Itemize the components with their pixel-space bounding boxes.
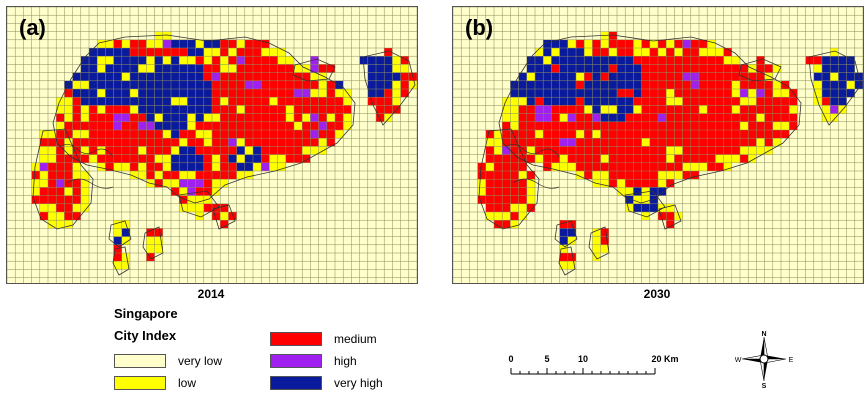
- legend-label-high: high: [334, 354, 357, 368]
- map-panel-2014: (a): [6, 6, 418, 284]
- legend-title: City Index: [114, 328, 177, 343]
- legend-label-very-low: very low: [178, 354, 223, 368]
- scale-tick-10: 10: [578, 354, 588, 364]
- year-label-2014: 2014: [197, 287, 225, 301]
- legend-item-very-high: very high: [270, 375, 383, 391]
- legend-label-very-high: very high: [334, 376, 383, 390]
- legend-label-medium: medium: [334, 332, 377, 346]
- legend-swatch-low: [114, 376, 166, 390]
- legend-item-high: high: [270, 353, 357, 369]
- legend-item-medium: medium: [270, 331, 377, 347]
- scale-tick-0: 0: [508, 354, 513, 364]
- legend-swatch-high: [270, 354, 322, 368]
- legend-swatch-very-high: [270, 376, 322, 390]
- legend-region-title: Singapore: [114, 306, 178, 321]
- legend-swatch-very-low: [114, 354, 166, 368]
- compass-e: E: [789, 357, 793, 364]
- legend-item-very-low: very low: [114, 353, 222, 369]
- legend-item-low: low: [114, 375, 196, 391]
- map-panel-2030: (b): [452, 6, 864, 284]
- scale-tick-5: 5: [544, 354, 549, 364]
- panel-label-a: (a): [19, 15, 46, 40]
- compass-n: N: [761, 331, 766, 338]
- city-index-map-2030: [453, 7, 863, 283]
- north-arrow-icon: N S E W: [735, 331, 793, 388]
- legend-swatch-medium: [270, 332, 322, 346]
- scale-bar: 0 5 10 20 Km: [508, 354, 679, 375]
- legend-label-low: low: [178, 376, 197, 390]
- compass-s: S: [762, 383, 767, 388]
- year-label-2030: 2030: [643, 287, 671, 301]
- compass-w: W: [735, 357, 742, 364]
- panel-label-b: (b): [465, 15, 494, 40]
- city-index-map-2014: [7, 7, 417, 283]
- scale-tick-20: 20 Km: [651, 354, 678, 364]
- scale-bar-ticks: [510, 368, 656, 374]
